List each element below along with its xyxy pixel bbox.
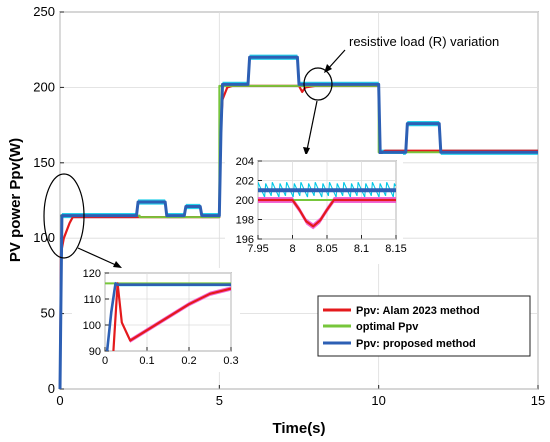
startup-highlight-ellipse	[43, 173, 85, 259]
inset-startup-x-tick-label: 0	[102, 355, 108, 367]
inset-load-plot-area	[258, 182, 396, 230]
main-series-group	[58, 54, 538, 392]
inset-load-x-tick-label: 7.95	[247, 243, 268, 255]
inset-load-x-tick-label: 8	[289, 243, 295, 255]
inset-startup-series	[105, 281, 231, 351]
main-y-tick-label: 50	[41, 306, 55, 321]
inset-startup-x-tick-label: 0.1	[139, 355, 154, 367]
inset-startup-tick-labels: 0 0.1 0.2 0.3 90 100 110 120	[83, 268, 239, 367]
inset-startup-series-line-ppv-alam-2023-method	[112, 282, 231, 351]
legend-label-optimal: optimal Ppv	[356, 321, 419, 333]
main-y-tick-label: 250	[33, 4, 55, 19]
annotation-arrowhead	[324, 64, 332, 73]
inset-startup-y-tick-label: 100	[83, 320, 101, 332]
main-y-tick-label: 100	[33, 230, 55, 245]
legend: Ppv: Alam 2023 method optimal Ppv Ppv: p…	[317, 295, 531, 357]
main-series-line-ppv-proposed-method	[58, 55, 538, 390]
inset-startup-y-tick-label: 110	[83, 294, 101, 306]
startup-zoom-arrow	[77, 247, 119, 267]
inset-zoom-arrow	[306, 100, 318, 151]
inset-load-y-tick-label: 198	[236, 215, 254, 227]
legend-label-alam: Ppv: Alam 2023 method	[356, 305, 480, 317]
inset-startup-y-tick-label: 90	[89, 346, 101, 358]
x-axis-label: Time(s)	[272, 420, 325, 437]
legend-label-proposed: Ppv: proposed method	[356, 338, 476, 350]
startup-zoom-arrowhead	[113, 261, 122, 268]
main-x-tick-label: 15	[531, 393, 545, 408]
inset-load-x-tick-label: 8.15	[385, 243, 406, 255]
inset-load-x-tick-label: 8.05	[316, 243, 337, 255]
inset-load-y-tick-label: 204	[236, 156, 254, 168]
inset-startup-plot-area	[105, 281, 231, 351]
inset-startup-series-line-ppv-proposed-method	[105, 282, 231, 351]
inset-load-series-line-ppv-alam-2023-method	[258, 198, 396, 228]
inset-load-y-tick-label: 200	[236, 195, 254, 207]
annotation-text: resistive load (R) variation	[349, 34, 499, 49]
inset-load-series	[258, 182, 396, 230]
inset-startup-x-tick-label: 0.2	[181, 355, 196, 367]
annotation-arrow	[326, 49, 346, 71]
inset-zoom-arrowhead	[303, 147, 310, 156]
load-variation-highlight-ellipse	[303, 67, 333, 101]
main-x-tick-label: 0	[56, 393, 63, 408]
main-x-tick-label: 5	[216, 393, 223, 408]
y-axis-label: PV power Ppv(W)	[7, 138, 24, 262]
main-y-tick-label: 200	[33, 79, 55, 94]
inset-startup-x-tick-label: 0.3	[223, 355, 238, 367]
main-y-tick-label: 150	[33, 155, 55, 170]
inset-startup-y-tick-label: 120	[83, 268, 101, 280]
inset-load-x-tick-label: 8.1	[354, 243, 369, 255]
inset-load-tick-labels: 7.95 8 8.05 8.1 8.15 196 198 200 202 204	[236, 156, 407, 255]
inset-load-y-tick-label: 196	[236, 234, 254, 246]
legend-box	[317, 295, 531, 357]
main-y-tick-label: 0	[48, 381, 55, 396]
inset-load-y-tick-label: 202	[236, 176, 254, 188]
main-x-tick-label: 10	[371, 393, 385, 408]
